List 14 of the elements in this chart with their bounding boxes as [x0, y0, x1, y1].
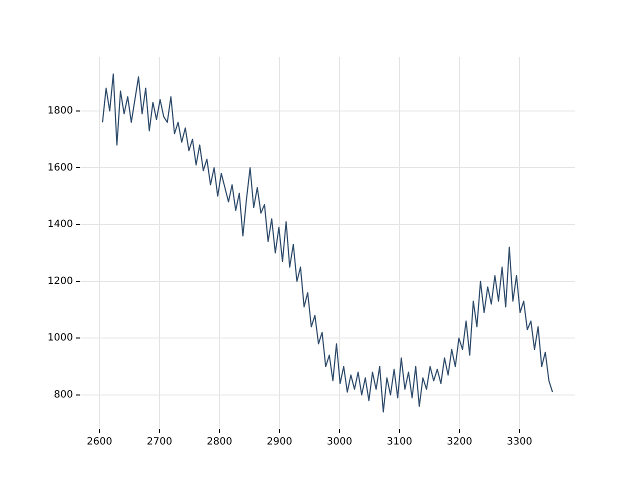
y-tick-label: 1600 — [48, 162, 73, 174]
x-tick-label: 2900 — [266, 436, 292, 448]
x-tick-label: 3300 — [506, 436, 532, 448]
y-tick-label: 1000 — [48, 332, 73, 344]
x-tick-label: 2800 — [206, 436, 232, 448]
y-tick-label: 800 — [54, 390, 73, 401]
y-tick-label: 1800 — [48, 106, 73, 117]
x-tick-label: 3200 — [446, 436, 472, 448]
x-tick-label: 3000 — [326, 436, 352, 448]
x-tick-label: 2600 — [86, 436, 112, 448]
y-tick-label: 1200 — [48, 276, 73, 287]
x-tick-label: 3100 — [386, 436, 412, 448]
y-tick-label: 1400 — [48, 219, 73, 230]
x-tick-label: 2700 — [146, 436, 172, 448]
